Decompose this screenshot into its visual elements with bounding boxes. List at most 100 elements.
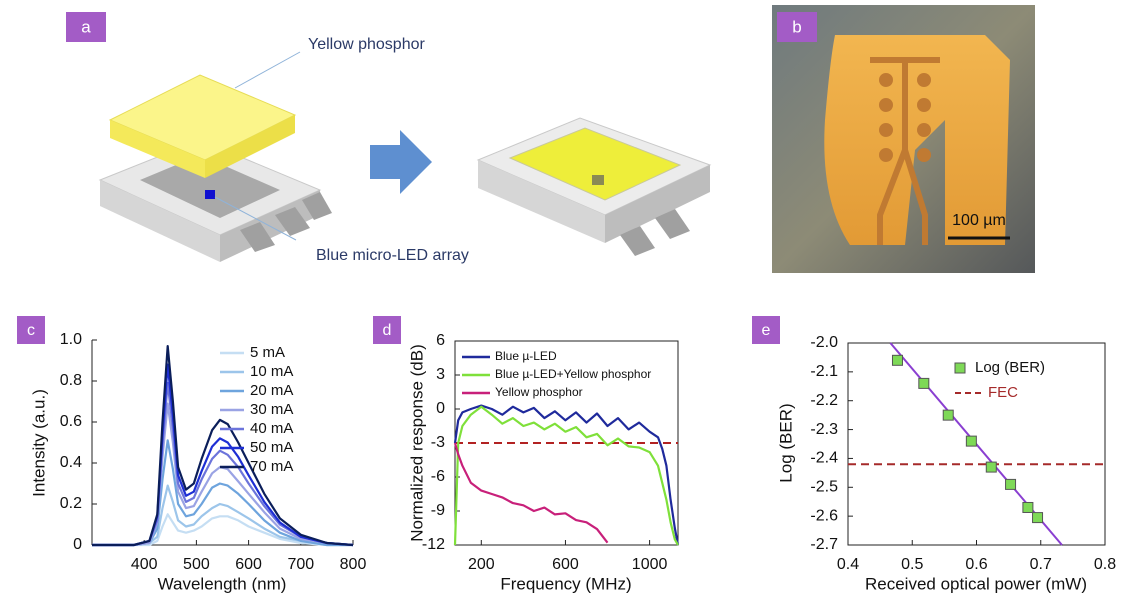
data-point: [891, 354, 903, 366]
series-line: [92, 402, 354, 547]
y-axis-label: Intensity (a.u.): [29, 389, 48, 497]
x-tick-label: 0.7: [1030, 556, 1052, 573]
micro-led: [205, 190, 215, 199]
panel-label-box: [752, 316, 780, 344]
y-tick-label: 0.4: [60, 454, 82, 471]
series-line: [92, 439, 353, 547]
x-tick-label: 700: [287, 556, 314, 573]
data-point: [1005, 478, 1017, 490]
y-tick-label: 0: [73, 536, 82, 553]
data-point: [965, 435, 977, 447]
legend-label: 5 mA: [250, 344, 285, 361]
x-tick-label: 1000: [632, 556, 668, 573]
arrow: [370, 130, 432, 194]
x-tick-label: 0.8: [1094, 556, 1116, 573]
charts: c 0 0.2 0.4 0.6 0.8 1.0 400 500 600 700 800 Waveleng…: [17, 316, 1116, 593]
phosphor-side: [205, 115, 295, 178]
callout-line: [214, 196, 297, 241]
panel-label-box: [66, 12, 106, 42]
package-cavity: [140, 155, 280, 218]
y-tick-label: 0.8: [60, 372, 82, 389]
x-axis-label: Frequency (MHz): [500, 574, 631, 593]
legend-label: 40 mA: [250, 420, 293, 437]
y-tick-label: 6: [436, 332, 445, 349]
y-tick-label: -2.4: [810, 450, 838, 467]
micro-led: [592, 175, 604, 185]
annotation: Yellow phosphor: [308, 36, 426, 53]
legend-label: Blue µ-LED+Yellow phosphor: [495, 367, 651, 381]
y-tick-label: -2.3: [810, 421, 838, 438]
legend-label: 20 mA: [250, 382, 293, 399]
y-tick-label: 1.0: [60, 331, 82, 348]
x-tick-label: 800: [340, 556, 367, 573]
panel-label-box: [373, 316, 401, 344]
series-line: [92, 513, 353, 547]
y-tick-label: 0.6: [60, 413, 82, 430]
legend-label: Log (BER): [975, 359, 1045, 376]
package-side: [605, 165, 710, 243]
data-point: [942, 409, 954, 421]
y-tick-label: -2.1: [810, 363, 838, 380]
data-point: [918, 377, 930, 389]
data-point: [1032, 512, 1044, 524]
package-side: [478, 160, 605, 243]
y-tick-label: 0: [436, 400, 445, 417]
x-tick-label: 600: [552, 556, 579, 573]
y-tick-label: 0.2: [60, 495, 82, 512]
y-tick-label: -12: [422, 536, 445, 553]
legend-marker: [954, 362, 966, 374]
x-tick-label: 0.4: [837, 556, 859, 573]
electrode-pads: [879, 73, 931, 162]
series-line: [453, 404, 680, 546]
y-tick-label: -2.2: [810, 392, 838, 409]
y-axis-label: Normalized response (dB): [407, 344, 426, 541]
phosphor-side: [110, 120, 205, 178]
y-tick-label: -2.6: [810, 507, 838, 524]
x-axis-label: Received optical power (mW): [865, 574, 1087, 593]
legend-label: 70 mA: [250, 458, 293, 475]
panel-label: d: [383, 322, 392, 339]
legend-label: 50 mA: [250, 439, 293, 456]
panel-label: c: [27, 322, 35, 339]
series-line: [453, 442, 609, 544]
y-tick-label: -6: [431, 468, 445, 485]
x-tick-label: 500: [183, 556, 210, 573]
series-line: [92, 345, 354, 547]
legend-label: 10 mA: [250, 363, 293, 380]
panel-label-box: [777, 12, 817, 42]
series-line: [92, 484, 353, 547]
annotation: Blue micro-LED array: [316, 247, 469, 264]
panel-label: b: [792, 17, 801, 36]
x-tick-label: 600: [235, 556, 262, 573]
y-axis-label: Log (BER): [776, 403, 795, 482]
y-tick-label: 3: [436, 366, 445, 383]
x-tick-label: 0.6: [965, 556, 987, 573]
legend-label: 30 mA: [250, 401, 293, 418]
panel-label-box: [17, 316, 45, 344]
data-point: [985, 461, 997, 473]
x-tick-label: 0.5: [901, 556, 923, 573]
x-axis-label: Wavelength (nm): [158, 574, 287, 593]
y-tick-label: -2.7: [810, 536, 838, 553]
panel-label: e: [762, 322, 771, 339]
package-side: [100, 180, 220, 262]
y-tick-label: -2.5: [810, 479, 838, 496]
legend-label: FEC: [988, 384, 1018, 401]
electrode-trace: [870, 57, 940, 245]
series-line: [453, 405, 679, 546]
legend-label: Blue µ-LED: [495, 349, 557, 363]
data-point: [1022, 501, 1034, 513]
lead: [655, 209, 690, 239]
x-tick-label: 400: [131, 556, 158, 573]
panel-a: a Yellow phosphor Blue micro-LED array: [66, 12, 712, 264]
legend-label: Yellow phosphor: [495, 385, 583, 399]
panel-label: a: [81, 17, 91, 36]
y-tick-label: -9: [431, 502, 445, 519]
lead: [620, 226, 655, 256]
electrode: [824, 35, 1010, 245]
x-tick-label: 200: [468, 556, 495, 573]
y-tick-label: -2.0: [810, 334, 838, 351]
panel-b: b 100 µm: [772, 5, 1035, 273]
